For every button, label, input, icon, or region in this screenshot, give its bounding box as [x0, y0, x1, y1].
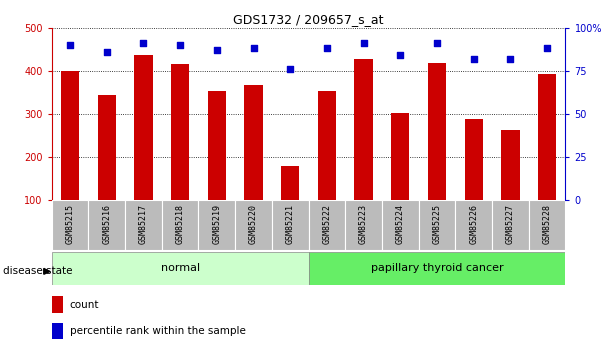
- Text: GSM85218: GSM85218: [176, 204, 185, 244]
- Bar: [52, 296, 63, 313]
- Point: [102, 49, 112, 55]
- Bar: [162, 200, 198, 250]
- Bar: [529, 200, 565, 250]
- Bar: [208, 91, 226, 200]
- Text: GSM85224: GSM85224: [396, 204, 405, 244]
- Text: GSM85220: GSM85220: [249, 204, 258, 244]
- Bar: [501, 130, 520, 200]
- Bar: [318, 91, 336, 200]
- Bar: [465, 119, 483, 200]
- Bar: [97, 95, 116, 200]
- Point: [469, 56, 478, 61]
- Text: GSM85227: GSM85227: [506, 204, 515, 244]
- Text: normal: normal: [161, 263, 199, 273]
- Text: GSM85221: GSM85221: [286, 204, 295, 244]
- Bar: [272, 200, 308, 250]
- Bar: [52, 200, 88, 250]
- Point: [249, 46, 258, 51]
- Bar: [391, 113, 409, 200]
- Bar: [88, 200, 125, 250]
- Text: GSM85223: GSM85223: [359, 204, 368, 244]
- Point: [359, 40, 368, 46]
- Bar: [428, 63, 446, 200]
- Text: papillary thyroid cancer: papillary thyroid cancer: [371, 263, 503, 273]
- Text: GSM85219: GSM85219: [212, 204, 221, 244]
- Point: [395, 52, 405, 58]
- Text: GSM85215: GSM85215: [66, 204, 75, 244]
- Bar: [244, 85, 263, 200]
- Bar: [354, 59, 373, 200]
- Bar: [235, 200, 272, 250]
- Bar: [538, 74, 556, 200]
- Text: GSM85217: GSM85217: [139, 204, 148, 244]
- Bar: [382, 200, 419, 250]
- Bar: [492, 200, 529, 250]
- Point: [542, 46, 552, 51]
- Text: GSM85226: GSM85226: [469, 204, 478, 244]
- Point: [139, 40, 148, 46]
- Point: [322, 46, 332, 51]
- Point: [432, 40, 442, 46]
- Point: [175, 42, 185, 48]
- Bar: [125, 200, 162, 250]
- Text: GSM85216: GSM85216: [102, 204, 111, 244]
- Bar: [198, 200, 235, 250]
- Bar: [52, 252, 308, 285]
- Point: [65, 42, 75, 48]
- Bar: [134, 55, 153, 200]
- Text: percentile rank within the sample: percentile rank within the sample: [70, 326, 246, 336]
- Bar: [308, 252, 565, 285]
- Text: disease state: disease state: [3, 266, 72, 276]
- Title: GDS1732 / 209657_s_at: GDS1732 / 209657_s_at: [233, 13, 384, 27]
- Point: [285, 66, 295, 72]
- Bar: [171, 64, 189, 200]
- Text: GSM85228: GSM85228: [542, 204, 551, 244]
- Bar: [345, 200, 382, 250]
- Text: count: count: [70, 300, 99, 310]
- Text: GSM85222: GSM85222: [322, 204, 331, 244]
- Polygon shape: [44, 268, 50, 274]
- Bar: [281, 167, 299, 200]
- Point: [505, 56, 515, 61]
- Bar: [455, 200, 492, 250]
- Bar: [52, 323, 63, 339]
- Point: [212, 47, 222, 53]
- Bar: [419, 200, 455, 250]
- Bar: [308, 200, 345, 250]
- Bar: [61, 71, 79, 200]
- Text: GSM85225: GSM85225: [432, 204, 441, 244]
